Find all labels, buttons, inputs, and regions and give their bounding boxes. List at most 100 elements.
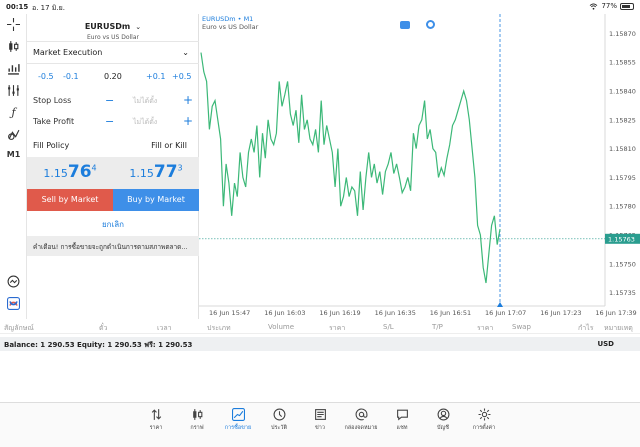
stop-loss-minus-button[interactable]: − xyxy=(105,94,115,107)
cursor-marker xyxy=(497,302,503,307)
ask-price: 1.15773 xyxy=(113,162,199,182)
wifi-icon xyxy=(590,2,598,10)
volume-stepper: -0.5 -0.1 0.20 +0.1 +0.5 xyxy=(27,68,199,86)
nav-settings[interactable]: การตั้งค่า xyxy=(464,408,504,432)
execution-type-select[interactable]: Market Execution ⌄ xyxy=(27,42,199,64)
balance-text: Balance: 1 290.53 Equity: 1 290.53 ฟรี: … xyxy=(4,341,193,349)
nav-quotes[interactable]: ราคา xyxy=(136,408,176,432)
col-volume: Volume xyxy=(268,323,295,331)
y-tick-label: 1.15750 xyxy=(609,260,636,268)
bid-prefix: 1.15 xyxy=(43,167,68,180)
stop-loss-plus-button[interactable]: + xyxy=(183,93,194,107)
col-symbol: สัญลักษณ์ xyxy=(4,324,34,332)
bid-price-label: 1.15763 xyxy=(608,235,635,243)
col-sl: S/L xyxy=(383,323,394,331)
cancel-button[interactable]: ยกเลิก xyxy=(101,220,124,229)
col-current-price: ราคา xyxy=(477,324,494,332)
col-profit: กำไร xyxy=(578,324,594,332)
y-tick-label: 1.15840 xyxy=(609,87,636,95)
symbol-selector[interactable]: EURUSDm ⌄ Euro vs US Dollar xyxy=(27,14,199,42)
status-date: อ. 17 มิ.ย. xyxy=(32,4,65,12)
y-tick-label: 1.15855 xyxy=(609,59,636,67)
history-icon xyxy=(273,408,285,421)
objects-icon[interactable] xyxy=(6,127,21,141)
function-icon[interactable]: ƒ xyxy=(11,105,16,119)
y-tick-label: 1.15735 xyxy=(609,289,636,297)
take-profit-plus-button[interactable]: + xyxy=(183,114,194,128)
bid-sup: 4 xyxy=(91,163,97,173)
candles-icon[interactable] xyxy=(6,39,21,53)
fill-policy-label: Fill Policy xyxy=(33,141,70,150)
depth-of-market-icon[interactable] xyxy=(426,20,435,29)
market-warning: คำเตือน! การซื้อขายจะถูกดำเนินการตามสภาพ… xyxy=(27,236,199,256)
battery-icon xyxy=(620,2,634,10)
chart-canvas[interactable]: 1.15870 1.15855 1.15840 1.15825 1.15810 1.157… xyxy=(199,14,640,319)
col-ticket: ตั๋ว xyxy=(99,324,108,332)
ask-big: 77 xyxy=(153,162,178,182)
order-panel: EURUSDm ⌄ Euro vs US Dollar Market Execu… xyxy=(27,14,199,319)
bars-icon[interactable] xyxy=(6,61,21,75)
chevron-down-icon: ⌄ xyxy=(182,48,189,57)
stop-loss-row: Stop Loss − ไม่ได้ตั้ง + xyxy=(27,93,199,110)
chart-toolbar: ƒ M1 xyxy=(0,14,27,319)
crosshair-icon[interactable] xyxy=(6,17,21,31)
one-click-trading-icon[interactable] xyxy=(400,21,410,29)
volume-minus-01[interactable]: -0.1 xyxy=(63,72,79,81)
app-logo-icon[interactable] xyxy=(6,296,21,310)
volume-plus-05[interactable]: +0.5 xyxy=(172,72,192,81)
col-swap: Swap xyxy=(512,323,531,331)
trade-table-header: สัญลักษณ์ ตั๋ว เวลา ประเภท Volume ราคา S… xyxy=(0,320,640,334)
volume-value[interactable]: 0.20 xyxy=(104,72,122,81)
nav-mailbox[interactable]: กล่องจดหมาย xyxy=(341,408,381,432)
fill-policy-row[interactable]: Fill Policy Fill or Kill xyxy=(27,139,199,155)
x-tick-label: 16 Jun 16:51 xyxy=(430,309,471,317)
sell-button[interactable]: Sell by Market xyxy=(27,189,113,211)
volume-plus-01[interactable]: +0.1 xyxy=(146,72,166,81)
price-chart[interactable]: 1.15870 1.15855 1.15840 1.15825 1.15810 1.157… xyxy=(199,14,640,319)
buy-button[interactable]: Buy by Market xyxy=(113,189,199,211)
stop-loss-input[interactable]: ไม่ได้ตั้ง xyxy=(133,97,158,105)
status-bar: 00:15 อ. 17 มิ.ย. 77% xyxy=(0,0,640,14)
nav-label: บัญชี xyxy=(437,425,449,431)
y-tick-label: 1.15795 xyxy=(609,174,636,182)
nav-account[interactable]: บัญชี xyxy=(423,408,463,432)
chevron-down-icon: ⌄ xyxy=(135,23,142,31)
execution-type-value: Market Execution xyxy=(33,48,103,57)
status-time: 00:15 xyxy=(6,3,29,11)
indicators-icon[interactable] xyxy=(6,83,21,97)
nav-chat[interactable]: แชท xyxy=(382,408,422,432)
bid-price: 1.15764 xyxy=(27,162,113,182)
chart-title: EURUSDm • M1 xyxy=(202,15,254,23)
timeframe-m1[interactable]: M1 xyxy=(6,149,21,159)
status-right: 77% xyxy=(589,2,634,10)
volume-minus-05[interactable]: -0.5 xyxy=(38,72,54,81)
nav-chart[interactable]: กราฟ xyxy=(177,408,217,432)
quotes-icon xyxy=(151,409,161,420)
settings-icon xyxy=(478,408,490,421)
x-tick-label: 16 Jun 16:19 xyxy=(319,309,360,317)
nav-history[interactable]: ประวัติ xyxy=(259,408,299,432)
price-series-line xyxy=(200,52,501,284)
chart-icon xyxy=(192,409,202,420)
take-profit-minus-button[interactable]: − xyxy=(105,115,115,128)
symbol-name: EURUSDm xyxy=(84,22,131,31)
x-tick-label: 16 Jun 16:03 xyxy=(264,309,305,317)
zoom-icon[interactable] xyxy=(6,274,21,288)
ask-prefix: 1.15 xyxy=(129,167,154,180)
nav-news[interactable]: ข่าว xyxy=(300,408,340,432)
bottom-nav: ราคา กราฟ การซื้อขาย ประวัติ ข่าว กล่องจ… xyxy=(0,402,640,447)
col-price: ราคา xyxy=(329,324,346,332)
x-tick-label: 16 Jun 17:07 xyxy=(485,309,526,317)
stop-loss-label: Stop Loss xyxy=(33,96,72,105)
take-profit-label: Take Profit xyxy=(33,117,75,126)
y-tick-label: 1.15825 xyxy=(609,116,636,124)
nav-label: ราคา xyxy=(149,425,163,431)
chart-subtitle: Euro vs US Dollar xyxy=(202,23,259,31)
nav-trade[interactable]: การซื้อขาย xyxy=(218,408,258,432)
chat-icon xyxy=(396,409,408,421)
balance-bar: Balance: 1 290.53 Equity: 1 290.53 ฟรี: … xyxy=(0,337,640,351)
col-time: เวลา xyxy=(157,324,172,332)
take-profit-input[interactable]: ไม่ได้ตั้ง xyxy=(133,118,158,126)
x-tick-label: 16 Jun 17:39 xyxy=(595,309,636,317)
news-icon xyxy=(314,409,326,420)
